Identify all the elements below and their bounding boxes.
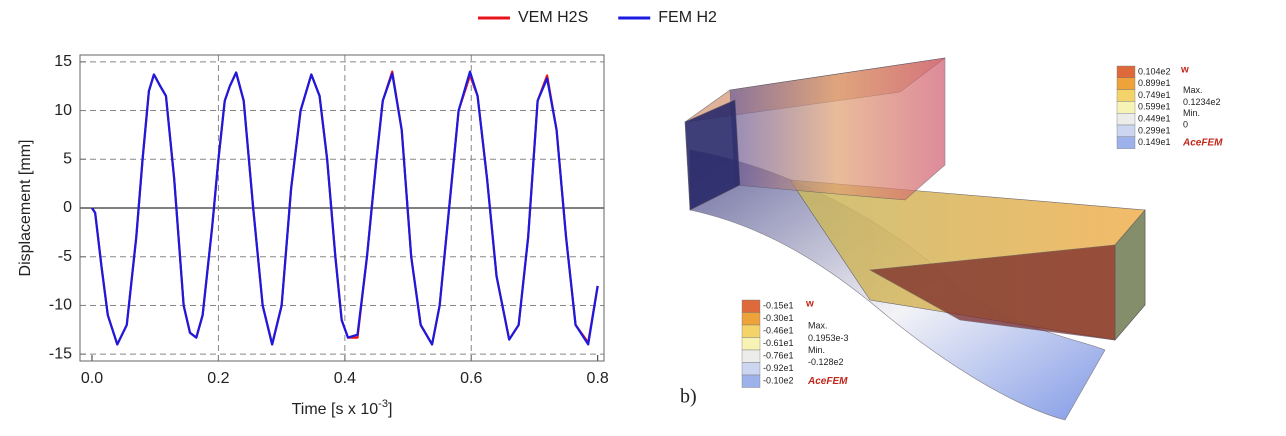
y-tick-label: 15 xyxy=(54,53,72,70)
legend-value: -0.61e1 xyxy=(763,338,794,348)
color-legend: -0.15e1 -0.30e1 -0.46e1 -0.61e1 -0.76e1 -0.92… xyxy=(741,299,849,388)
series-line xyxy=(91,70,599,346)
legend-value: -0.92e1 xyxy=(763,363,794,373)
legend-title: w xyxy=(805,299,814,310)
color-swatch xyxy=(741,374,761,388)
color-swatch xyxy=(741,324,761,338)
y-tick-label: 5 xyxy=(63,150,72,167)
panel-label: b) xyxy=(680,386,697,408)
x-axis-label-text: Time [s x 10 xyxy=(292,401,379,418)
color-swatch xyxy=(1116,136,1136,149)
legend-value: -0.76e1 xyxy=(763,351,794,361)
brand: AceFEM xyxy=(807,376,848,387)
max-value: 0.1234e2 xyxy=(1183,97,1221,107)
legend-label: VEM H2S xyxy=(518,9,588,26)
max-label: Max. xyxy=(1183,85,1203,95)
x-tick-label: 0.6 xyxy=(460,370,482,387)
color-swatch xyxy=(1116,101,1136,114)
x-axis-label-exponent: -3 xyxy=(378,398,388,410)
x-tick-label: 0.4 xyxy=(334,370,356,387)
legend-value: 0.749e1 xyxy=(1138,90,1171,100)
color-swatch xyxy=(741,299,761,313)
color-swatch xyxy=(741,312,761,326)
max-label: Max. xyxy=(808,321,828,331)
x-tick-label: 0.0 xyxy=(81,370,103,387)
brand: AceFEM xyxy=(1182,137,1223,148)
legend-value: 0.899e1 xyxy=(1138,78,1171,88)
min-label: Min. xyxy=(808,345,825,355)
legend-value: 0.149e1 xyxy=(1138,137,1171,147)
plot-frame xyxy=(79,54,605,362)
color-swatch xyxy=(1116,65,1136,79)
x-axis-label-suffix: ] xyxy=(388,401,392,418)
legend-value: 0.449e1 xyxy=(1138,113,1171,123)
legend-title: w xyxy=(1180,65,1189,76)
color-swatch xyxy=(741,362,761,376)
render xyxy=(684,57,1146,421)
color-swatch xyxy=(741,337,761,351)
color-swatch xyxy=(1116,112,1136,126)
y-tick-label: -5 xyxy=(58,248,72,265)
legend-value: -0.10e2 xyxy=(763,376,794,386)
color-swatch xyxy=(1116,124,1136,138)
legend-value: -0.46e1 xyxy=(763,326,794,336)
y-axis-label: Displacement [mm] xyxy=(17,140,34,277)
max-value: 0.1953e-3 xyxy=(808,333,849,343)
y-tick-label: -10 xyxy=(49,297,72,314)
legend-value: 0.104e2 xyxy=(1138,66,1171,76)
legend-value: -0.30e1 xyxy=(763,313,794,323)
legend-value: 0.299e1 xyxy=(1138,125,1171,135)
min-label: Min. xyxy=(1183,108,1200,118)
min-value: -0.128e2 xyxy=(808,357,844,367)
min-value: 0 xyxy=(1183,119,1188,129)
color-swatch xyxy=(1116,77,1136,90)
legend-value: 0.599e1 xyxy=(1138,102,1171,112)
y-tick-label: -15 xyxy=(49,345,72,362)
y-tick-label: 10 xyxy=(54,102,72,119)
color-swatch xyxy=(1116,89,1136,102)
x-axis-label: Time [s x 10-3] xyxy=(292,398,393,418)
legend-value: -0.15e1 xyxy=(763,301,794,311)
color-swatch xyxy=(741,349,761,363)
x-tick-label: 0.8 xyxy=(587,370,609,387)
x-tick-label: 0.2 xyxy=(207,370,229,387)
legend-label: FEM H2 xyxy=(658,9,717,26)
y-tick-label: 0 xyxy=(63,199,72,216)
